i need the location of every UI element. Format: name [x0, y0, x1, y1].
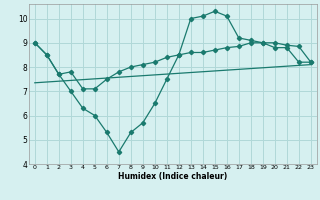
X-axis label: Humidex (Indice chaleur): Humidex (Indice chaleur): [118, 172, 228, 181]
